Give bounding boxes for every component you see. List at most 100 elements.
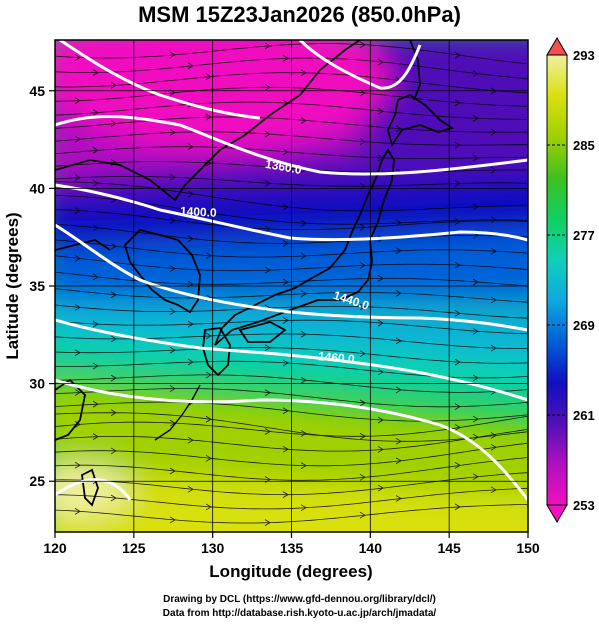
colorbar-top-arrow [546, 37, 568, 56]
streamline-arrow [205, 113, 212, 121]
streamline-arrow [74, 349, 81, 356]
streamline-arrow [205, 252, 212, 260]
y-tick-label: 45 [29, 83, 45, 99]
streamline-arrow [300, 462, 307, 469]
streamline-arrow [169, 217, 176, 224]
streamline-arrow [92, 179, 99, 187]
streamline-arrow [300, 117, 307, 124]
colorbar-body [546, 54, 568, 506]
colorbar-label: 285 [573, 138, 595, 153]
x-tick-label: 130 [201, 540, 225, 556]
streamline-arrow [169, 308, 176, 315]
streamline-arrow [282, 407, 289, 415]
streamline-arrow [205, 332, 212, 340]
gridlines [55, 40, 528, 532]
streamline-arrow [169, 385, 176, 392]
credit-data: Data from http://database.rish.kyoto-u.a… [162, 608, 437, 619]
streamline-arrow [110, 242, 117, 250]
streamline-arrow [169, 346, 176, 354]
streamline-arrow [490, 128, 497, 136]
streamline-arrow [454, 141, 461, 149]
streamline-arrow [264, 389, 271, 397]
streamline-arrow [282, 317, 289, 324]
streamline-arrow [92, 109, 99, 116]
streamline-arrow [264, 42, 271, 50]
streamline-arrow [282, 203, 289, 211]
streamline-arrow [395, 495, 402, 502]
colorbar-label: 261 [573, 408, 595, 423]
streamline-arrow [169, 265, 176, 272]
coastline-hokkaido [387, 93, 455, 148]
contour-north [59, 40, 422, 120]
streamline-arrow [187, 320, 194, 328]
streamline-arrow [359, 473, 366, 481]
streamline-arrow [472, 473, 479, 481]
streamline-arrow [395, 437, 402, 445]
streamline-arrow [300, 504, 307, 512]
streamline-arrow [92, 433, 99, 440]
streamline-arrow [472, 278, 479, 286]
streamline-arrow [300, 330, 307, 338]
streamline-arrow [187, 436, 194, 444]
streamline-arrow [395, 386, 402, 394]
streamline-arrow [169, 173, 176, 181]
contour-south [55, 378, 528, 501]
coastline-sakhalin [409, 40, 421, 101]
coastline-taiwan [81, 468, 99, 507]
streamline-arrow [490, 296, 497, 304]
streamline-arrow [395, 247, 402, 255]
contour-label-1360: 1360.0 [264, 157, 303, 177]
streamline-arrow [454, 51, 461, 59]
streamline-arrow [300, 69, 307, 77]
streamline-arrow [359, 138, 366, 146]
contour-label-1460: 1460.0 [317, 349, 355, 366]
streamline-arrow [377, 319, 384, 327]
streamline-arrow [395, 289, 402, 297]
streamline-arrow [300, 219, 307, 227]
streamline-arrow [187, 485, 194, 493]
streamline-arrow [264, 519, 271, 526]
credit-drawing: Drawing by DCL (https://www.gfd-dennou.o… [163, 594, 436, 605]
y-tick-label: 30 [29, 376, 45, 392]
coastline-ryukyu [154, 384, 201, 441]
streamline-arrow [264, 266, 271, 274]
streamline-arrow [264, 179, 271, 187]
streamline-arrow [74, 304, 81, 311]
y-tick-label: 35 [29, 278, 45, 294]
streamline-arrow [490, 247, 497, 255]
streamline-arrow [110, 409, 117, 417]
streamline-arrow [169, 51, 176, 59]
streamline-arrow [282, 359, 289, 367]
colorbar-ticks: 293 285 277 269 261 253 [547, 48, 595, 513]
streamline-arrow [377, 58, 384, 66]
chart-title: MSM 15Z23Jan2026 (850.0hPa) [138, 2, 461, 27]
streamline-arrow [110, 335, 117, 343]
streamline-arrow [377, 368, 384, 376]
streamline-arrow [74, 421, 81, 428]
streamline-arrow [359, 262, 366, 269]
streamline-arrow [472, 203, 479, 211]
streamline-arrow [92, 320, 99, 328]
streamline-arrow [472, 327, 479, 335]
streamline-arrow [187, 143, 194, 151]
streamline-arrow [205, 209, 212, 217]
streamline-arrow [472, 415, 479, 423]
streamline-arrow [377, 275, 384, 282]
streamline-arrow [472, 433, 479, 441]
streamline-arrow [454, 358, 461, 366]
x-tick-label: 140 [359, 540, 383, 556]
colorbar-label: 293 [573, 48, 595, 63]
streamline-arrow [205, 415, 212, 423]
streamline-arrow [490, 432, 497, 439]
streamline-arrow [110, 291, 117, 299]
streamline-arrow [395, 219, 402, 227]
coastlines [55, 40, 455, 507]
streamline-arrow [264, 344, 271, 352]
y-axis-label: Latitude (degrees) [3, 212, 22, 359]
colorbar: 293 285 277 269 261 253 [546, 37, 595, 523]
streamline-arrow [74, 97, 81, 104]
streamline-arrow [454, 503, 461, 511]
streamline-arrow [359, 511, 366, 519]
streamline-arrow [92, 273, 99, 281]
